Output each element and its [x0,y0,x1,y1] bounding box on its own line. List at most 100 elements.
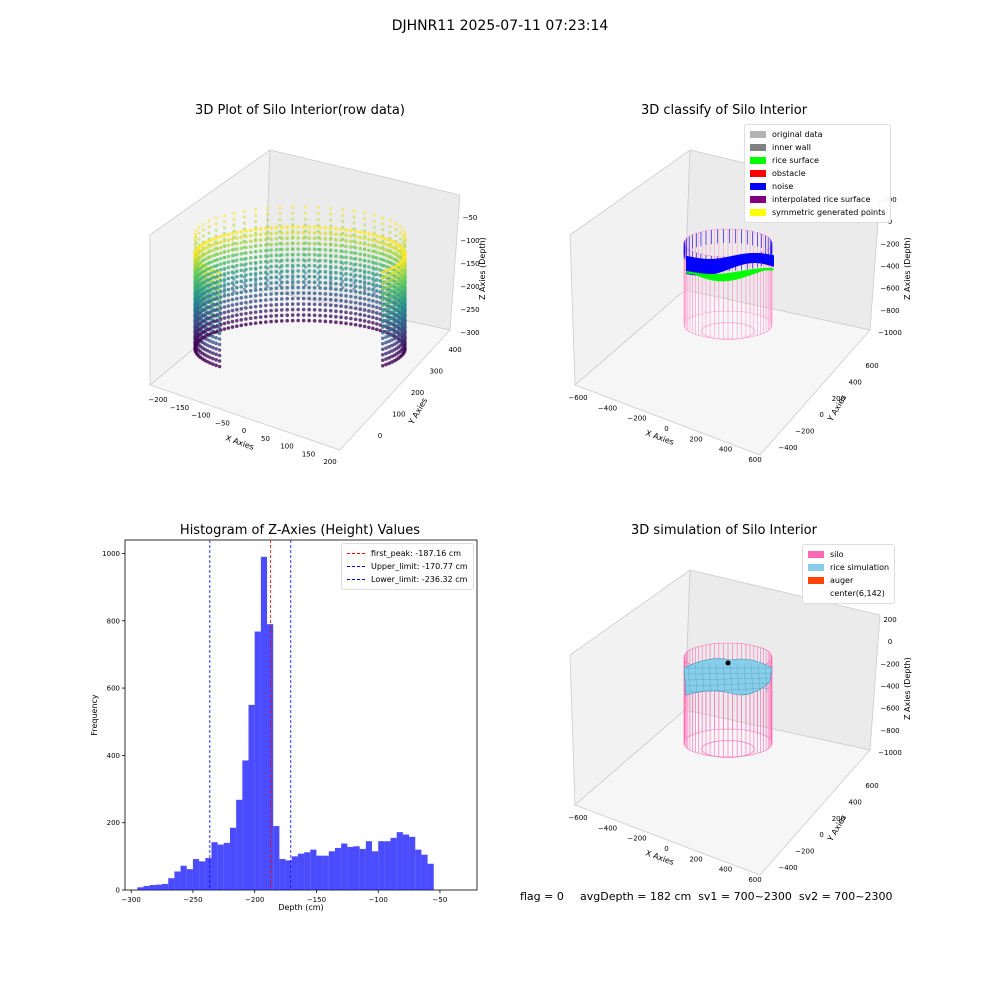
raw-point [218,317,223,321]
classify-ytick-label: 0 [819,411,823,419]
raw-point [258,254,263,259]
raw-point [230,292,235,296]
raw-point [214,358,218,362]
raw-point [387,290,391,294]
raw-point [390,316,394,320]
raw-point [291,283,295,287]
simulation-mesh-line [685,687,772,693]
raw-point [328,264,333,269]
simulation-legend-entry: center(6,142) [808,587,889,600]
raw-point [352,209,356,213]
histogram-bar [347,846,354,890]
raw-point [296,291,300,295]
classify-rice-point [748,269,750,276]
raw-point [222,299,227,304]
raw-point [226,309,231,314]
simulation-mesh-line [701,663,705,693]
raw-point [339,227,343,232]
raw-point [218,311,223,316]
raw-point [339,315,343,320]
raw-point [363,217,367,221]
raw-point [374,267,379,271]
histogram-legend-swatch [347,579,365,580]
raw-point [382,252,386,257]
raw-point [301,230,306,235]
raw-xtick-label: −50 [215,419,230,427]
histogram-ylabel: Frequency [90,694,99,736]
simulation-xtick-label: −400 [598,824,617,832]
raw-point [384,324,388,328]
histogram-bar [180,865,187,890]
classify-noise-point [745,253,748,264]
histogram-title: Histogram of Z-Axies (Height) Values [179,523,421,538]
raw-point [209,260,213,264]
raw-point [232,223,236,227]
raw-point [328,286,333,291]
raw-point [334,320,338,324]
classify-rice-point [759,268,762,272]
raw-point [274,242,279,247]
classify-rice-point [762,268,764,271]
classify-noise-point [690,257,693,275]
raw-point [264,237,268,242]
histogram-bar [236,799,243,890]
classify-noise-point [717,258,720,273]
raw-point [269,253,273,258]
classify-rice-point [699,273,702,277]
raw-point [232,217,236,221]
histogram-ytick-label: 1000 [102,550,120,558]
raw-point [380,363,385,368]
raw-point [230,242,235,247]
raw-point [215,312,220,317]
raw-point [323,308,328,313]
raw-point [194,235,198,239]
raw-point [215,263,220,268]
raw-point [390,299,394,304]
raw-point [353,289,358,294]
raw-point [344,283,348,287]
raw-point [212,242,216,247]
raw-point [218,234,223,239]
raw-point [339,238,343,243]
raw-zlabel: Z Axies (Depth) [478,237,487,300]
raw-point [206,311,210,315]
raw-point [215,296,220,301]
raw-point [307,269,311,273]
classify-legend-entry: inner wall [750,141,885,154]
raw-point [380,358,385,363]
raw-point [242,209,246,213]
raw-point [235,324,239,328]
raw-point [353,306,358,311]
raw-point [339,282,343,287]
raw-point [244,306,248,310]
raw-point [279,258,284,263]
classify-xlabel: X Axies [644,428,675,447]
raw-point [264,243,268,247]
histogram-xtick-label: −150 [307,896,326,904]
raw-point [380,330,385,335]
raw-point [217,331,222,336]
raw-point [362,242,367,246]
raw-point [253,288,258,292]
raw-point [329,212,333,216]
raw-point [318,253,322,257]
raw-ytick-label: 200 [411,389,424,397]
histogram-bar [229,827,237,890]
raw-point [390,277,394,282]
raw-point [230,231,235,236]
classify-noise-point [694,257,697,276]
raw-point [285,280,290,285]
classify-rice-point [698,272,700,277]
raw-point [349,245,353,249]
raw-point [290,285,295,290]
classify-noise-point [697,258,700,276]
raw-point [380,336,385,341]
histogram-xtick-label: −50 [433,896,448,904]
raw-point [372,285,376,289]
classify-rice-point [740,270,743,279]
histogram-bar [390,837,397,890]
raw-point [387,339,391,344]
raw-point [334,232,338,236]
raw-point [323,297,328,302]
raw-point [206,261,210,266]
